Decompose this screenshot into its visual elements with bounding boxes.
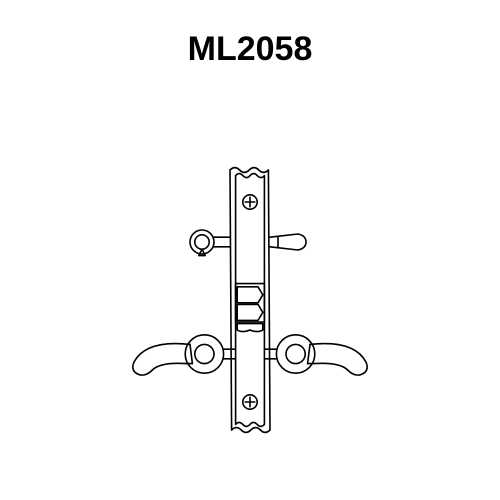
latch-bolt xyxy=(236,284,265,332)
right-lever-icon xyxy=(264,335,367,375)
cylinder-icon xyxy=(190,230,230,256)
left-lever-icon xyxy=(133,335,236,375)
bottom-screw-icon xyxy=(243,395,257,409)
top-screw-icon xyxy=(243,195,257,209)
lock-diagram xyxy=(0,90,500,490)
thumbturn-icon xyxy=(270,234,306,250)
model-title: ML2058 xyxy=(0,30,500,69)
